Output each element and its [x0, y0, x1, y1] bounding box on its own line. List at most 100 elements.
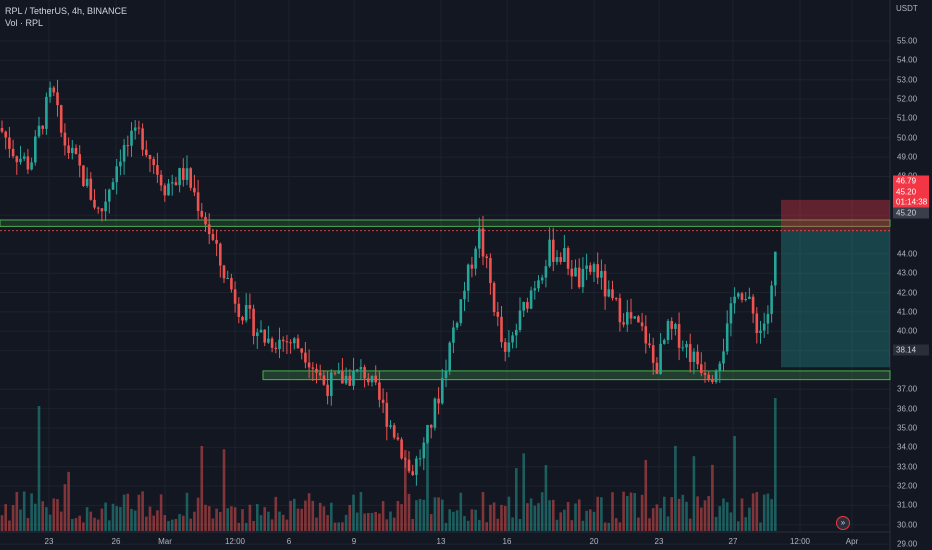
volume-bar [685, 501, 688, 531]
volume-bar [418, 498, 422, 531]
volume-bar [663, 496, 666, 531]
candle-body [85, 178, 89, 186]
volume-bar [622, 491, 625, 531]
candle-body [189, 168, 192, 188]
price-tag-last: 45.20 [893, 207, 929, 219]
candle-body [348, 375, 352, 386]
volume-bar [367, 513, 370, 531]
candle-body [455, 322, 459, 328]
price-tick-label: 30.00 [897, 520, 918, 530]
volume-bar [459, 492, 463, 531]
candle-body [45, 96, 48, 129]
volume-bar [666, 516, 670, 531]
candle-body [400, 439, 403, 459]
volume-bar [455, 510, 459, 531]
volume-bar [688, 518, 692, 531]
candle-body [59, 105, 63, 133]
volume-bar [133, 510, 137, 531]
candle-body [574, 267, 577, 277]
volume-bar [230, 506, 233, 531]
goto-realtime-button[interactable]: » [836, 516, 850, 530]
price-scale-currency: USDT [896, 4, 918, 13]
candle-body [648, 343, 651, 346]
volume-bar [411, 519, 414, 531]
candle-body [367, 378, 370, 383]
candle-body [762, 323, 766, 331]
candle-body [167, 183, 170, 196]
volume-bar [744, 517, 747, 531]
volume-bar [363, 513, 366, 531]
candle-body [707, 374, 710, 380]
candle-body [337, 371, 340, 374]
candle-body [515, 329, 518, 336]
candle-body [311, 367, 315, 369]
volume-bar [222, 449, 226, 531]
candle-body [300, 348, 303, 353]
candle-body [159, 174, 163, 186]
candle-body [74, 147, 78, 155]
symbol-legend[interactable]: RPL / TetherUS, 4h, BINANCE [5, 6, 128, 16]
candle-body [71, 147, 74, 154]
candle-body [241, 316, 244, 321]
candle-body [293, 338, 296, 344]
volume-bar [496, 518, 500, 531]
candle-body [692, 351, 696, 362]
price-tick-label: 55.00 [897, 36, 918, 46]
volume-legend[interactable]: Vol · RPL [5, 18, 44, 28]
volume-bar [82, 522, 85, 531]
volume-bar [263, 507, 266, 531]
candle-body [674, 324, 677, 329]
volume-bar [692, 456, 696, 531]
candle-body [555, 257, 559, 262]
candle-body [626, 312, 629, 325]
candle-body [200, 210, 204, 217]
candle-body [529, 290, 533, 309]
volume-bar [681, 494, 685, 531]
candle-body [714, 371, 718, 383]
candle-body [163, 185, 167, 196]
chart-zones [0, 199, 891, 381]
candle-body [259, 329, 263, 333]
volume-bar [548, 500, 551, 531]
candle-body [444, 370, 448, 379]
candle-body [489, 258, 492, 284]
volume-bar [189, 518, 192, 531]
volume-bar [429, 514, 433, 531]
candle-body [740, 293, 744, 300]
candle-body [552, 239, 555, 262]
candle-body [463, 290, 466, 300]
price-tick-label: 49.00 [897, 152, 918, 162]
volume-bar [537, 503, 540, 531]
volume-bar [59, 511, 63, 531]
candle-body [441, 378, 444, 404]
candle-body [774, 251, 777, 286]
volume-bar [614, 518, 618, 531]
candle-body [233, 289, 237, 304]
volume-bar [707, 495, 710, 531]
candle-body [725, 323, 729, 352]
volume-bar [526, 503, 529, 531]
volume-bar [522, 453, 525, 531]
volume-bar [585, 510, 588, 531]
volume-bar [56, 499, 59, 531]
volume-bar [748, 507, 751, 531]
candle-body [607, 289, 611, 297]
volume-bar [722, 498, 725, 531]
candle-body [603, 271, 607, 297]
volume-bar [137, 494, 141, 531]
volume-bar [341, 522, 344, 531]
candle-body [37, 125, 41, 137]
candle-body [359, 367, 363, 370]
volume-bar [515, 468, 518, 531]
volume-bar [466, 520, 470, 531]
volume-bar [552, 499, 555, 531]
volume-bar [433, 497, 437, 531]
volume-bar [737, 521, 740, 531]
price-tick-label: 32.00 [897, 481, 918, 491]
volume-bar [207, 506, 211, 531]
candle-body [385, 402, 389, 427]
volume-bar [725, 502, 729, 531]
price-tick-label: 35.00 [897, 423, 918, 433]
candle-body [581, 268, 585, 288]
